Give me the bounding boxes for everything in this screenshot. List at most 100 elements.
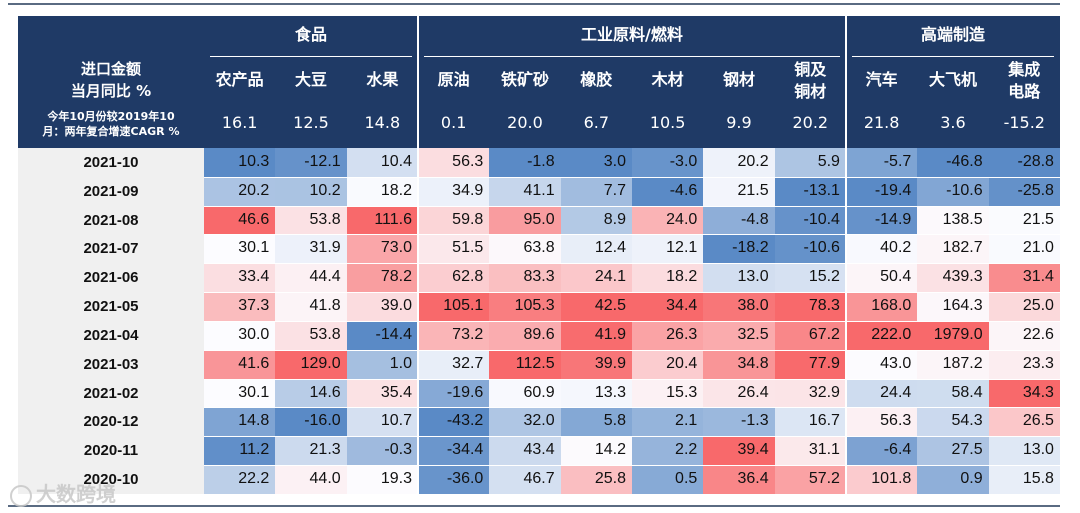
row-separator <box>204 465 1060 467</box>
table-cell: -43.2 <box>417 407 490 437</box>
body-group-separator <box>416 148 419 494</box>
table-cell: 63.8 <box>489 234 561 264</box>
table-cell: 40.2 <box>845 234 918 264</box>
table-cell: 35.4 <box>346 378 418 408</box>
table-cell: 32.9 <box>774 378 846 408</box>
table-cell: 13.0 <box>703 263 775 293</box>
cagr-value: 6.7 <box>583 113 610 132</box>
row-label: 2021-07 <box>83 240 139 258</box>
table-cell: 138.5 <box>917 205 989 235</box>
table-cell: 21.3 <box>275 436 347 466</box>
table-cell: -12.1 <box>275 148 347 177</box>
row-label: 2021-04 <box>83 326 139 344</box>
table-cell: -4.8 <box>703 205 775 235</box>
column-header: 铁矿砂 <box>500 70 549 89</box>
table-cell: -10.6 <box>774 234 846 264</box>
table-cell: 30.0 <box>204 320 276 350</box>
table-cell: 26.4 <box>703 378 775 408</box>
table-cell: -3.0 <box>631 148 704 177</box>
table-cell: 43.4 <box>489 436 561 466</box>
table-cell: 21.5 <box>988 205 1060 235</box>
table-cell: 58.4 <box>917 378 989 408</box>
table-cell: -14.9 <box>845 205 918 235</box>
group-underline <box>210 56 412 57</box>
row-label: 2020-10 <box>83 471 139 489</box>
table-cell: 22.6 <box>988 320 1060 350</box>
table-cell: 24.1 <box>560 263 632 293</box>
table-cell: 44.4 <box>275 263 347 293</box>
table-cell: 112.5 <box>489 349 561 379</box>
table-cell: 26.5 <box>988 407 1060 437</box>
row-label: 2021-08 <box>83 211 139 229</box>
table-cell: 2.1 <box>631 407 704 437</box>
column-header: 原油 <box>437 70 470 89</box>
cagr-value: 20.0 <box>507 113 543 132</box>
table-cell: 105.3 <box>489 292 561 321</box>
row-label: 2021-10 <box>83 154 139 171</box>
table-cell: 73.0 <box>346 234 418 264</box>
row-separator <box>204 320 1060 322</box>
table-cell: 31.9 <box>275 234 347 264</box>
table-cell: 182.7 <box>917 234 989 264</box>
table-cell: 95.0 <box>489 205 561 235</box>
column-header: 水果 <box>366 70 399 89</box>
table-cell: 1.0 <box>346 349 418 379</box>
table-cell: 8.9 <box>560 205 632 235</box>
column-header: 橡胶 <box>580 70 613 89</box>
row-label: 2021-06 <box>83 269 139 287</box>
table-cell: -14.4 <box>346 320 418 350</box>
table-cell: 60.9 <box>489 378 561 408</box>
table-cell: 36.4 <box>703 465 775 494</box>
table-cell: 62.8 <box>417 263 490 293</box>
table-cell: 41.8 <box>275 292 347 321</box>
table-cell: 53.8 <box>275 205 347 235</box>
table-cell: 19.3 <box>346 465 418 494</box>
table-cell: 13.0 <box>988 436 1060 466</box>
table-cell: 11.2 <box>204 436 276 466</box>
table-cell: 14.2 <box>560 436 632 466</box>
table-cell: 83.3 <box>489 263 561 293</box>
watermark-text: 大数跨境 <box>36 482 116 506</box>
watermark-logo-icon <box>10 484 32 507</box>
table-cell: -1.3 <box>703 407 775 437</box>
table-cell: 0.9 <box>917 465 989 494</box>
table-cell: 3.0 <box>560 148 632 177</box>
table-cell: 27.5 <box>917 436 989 466</box>
table-cell: 15.3 <box>631 378 704 408</box>
row-label: 2020-11 <box>83 442 139 460</box>
column-header: 木材 <box>651 70 684 89</box>
table-cell: 51.5 <box>417 234 490 264</box>
group-underline <box>851 56 1054 57</box>
column-header: 大飞机 <box>928 70 977 89</box>
table-cell: -18.2 <box>703 234 775 264</box>
table-cell: -36.0 <box>417 465 490 494</box>
row-separator <box>204 176 1060 178</box>
table-cell: 15.2 <box>774 263 846 293</box>
table-cell: 22.2 <box>204 465 276 494</box>
table-cell: 5.8 <box>560 407 632 437</box>
row-header-title-line: 进口金额 <box>80 60 141 78</box>
table-cell: 20.2 <box>703 148 775 177</box>
table-cell: 32.0 <box>489 407 561 437</box>
table-cell: 12.1 <box>631 234 704 264</box>
cagr-value: 9.9 <box>726 113 752 132</box>
column-header: 铜及 <box>794 60 827 79</box>
table-cell: 43.0 <box>845 349 918 379</box>
table-cell: 14.6 <box>275 378 347 408</box>
table-cell: 1979.0 <box>917 320 989 350</box>
table-cell: 20.2 <box>204 176 276 206</box>
table-cell: 13.3 <box>560 378 632 408</box>
table-cell: -19.6 <box>417 378 490 408</box>
table-cell: 42.5 <box>560 292 632 321</box>
table-cell: 2.2 <box>631 436 704 466</box>
table-cell: -10.4 <box>774 205 846 235</box>
table-cell: 16.7 <box>774 407 846 437</box>
row-separator <box>204 407 1060 409</box>
table-cell: -19.4 <box>845 176 918 206</box>
row-header-column <box>18 148 204 494</box>
table-cell: 39.0 <box>346 292 418 321</box>
table-cell: 30.1 <box>204 378 276 408</box>
table-cell: 78.2 <box>346 263 418 293</box>
group-header: 食品 <box>294 25 327 44</box>
table-cell: 129.0 <box>275 349 347 379</box>
